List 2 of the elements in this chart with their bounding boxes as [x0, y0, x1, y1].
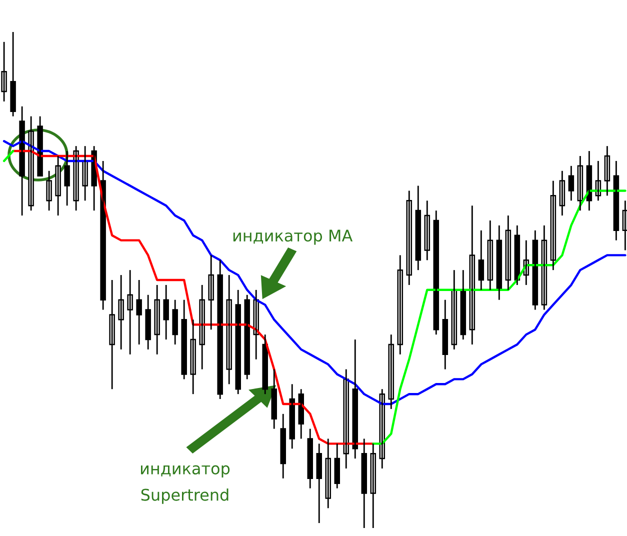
annotation: индикатор MA [233, 230, 353, 245]
annotation: индикатор Supertrend [141, 465, 230, 504]
